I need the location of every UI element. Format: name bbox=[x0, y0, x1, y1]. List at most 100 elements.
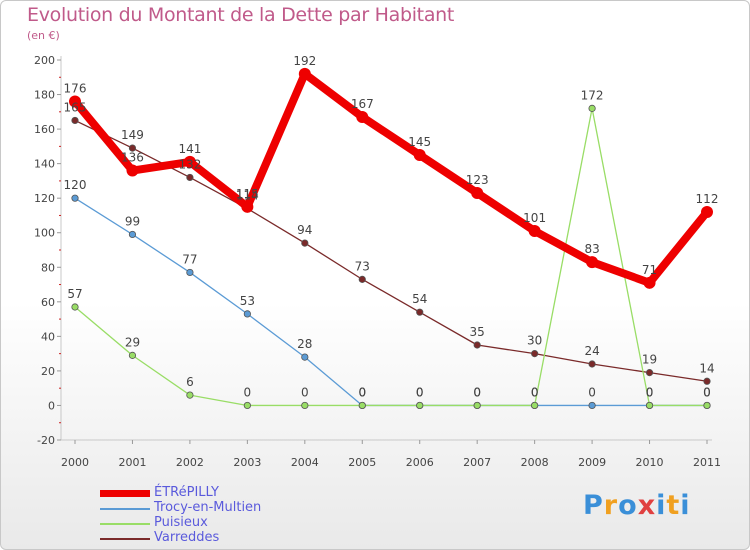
data-point bbox=[643, 276, 656, 289]
legend-item: Varreddes bbox=[100, 530, 360, 546]
data-label: 112 bbox=[696, 192, 719, 206]
logo-letter: o bbox=[618, 490, 638, 521]
unit-label: (en €) bbox=[27, 29, 60, 42]
data-point bbox=[301, 353, 309, 361]
y-tick-label: 20 bbox=[41, 365, 55, 378]
data-label: 114 bbox=[236, 189, 259, 203]
data-point bbox=[531, 350, 539, 358]
data-label: 0 bbox=[358, 385, 366, 399]
legend-swatch bbox=[100, 523, 150, 525]
data-label: 167 bbox=[351, 97, 374, 111]
y-tick-label: 160 bbox=[34, 123, 55, 136]
series-line-1 bbox=[74, 197, 708, 407]
x-tick-label: 2003 bbox=[233, 456, 261, 469]
legend-item: Puisieux bbox=[100, 515, 360, 531]
data-point bbox=[243, 401, 251, 410]
data-point bbox=[703, 401, 711, 410]
data-label: 132 bbox=[178, 157, 201, 171]
series-layer bbox=[69, 67, 713, 410]
data-point bbox=[586, 256, 599, 269]
data-label: 176 bbox=[64, 81, 87, 95]
data-point bbox=[186, 391, 194, 399]
legend-label: Varreddes bbox=[154, 530, 220, 545]
data-label: 30 bbox=[527, 334, 542, 348]
y-tick-label: 180 bbox=[34, 89, 55, 102]
data-label: 19 bbox=[642, 353, 657, 367]
legend-label: Trocy-en-Multien bbox=[154, 500, 262, 515]
x-tick-label: 2002 bbox=[176, 456, 204, 469]
data-label: 0 bbox=[244, 385, 252, 399]
y-tick-label: 100 bbox=[34, 227, 55, 240]
x-tick-label: 2010 bbox=[636, 456, 664, 469]
data-label: 145 bbox=[408, 135, 431, 149]
data-label: 53 bbox=[240, 294, 255, 308]
data-label: 0 bbox=[358, 385, 366, 399]
series-line-2 bbox=[74, 107, 708, 407]
data-label: 6 bbox=[186, 375, 194, 389]
data-point bbox=[128, 144, 137, 152]
logo-letter: r bbox=[603, 490, 619, 521]
data-label: 0 bbox=[416, 385, 424, 399]
x-tick-label: 2011 bbox=[693, 456, 721, 469]
x-tick-label: 2000 bbox=[61, 456, 89, 469]
data-point bbox=[528, 225, 541, 237]
data-label: 0 bbox=[646, 385, 654, 399]
x-tick-label: 2004 bbox=[291, 456, 319, 469]
data-point bbox=[358, 401, 366, 410]
data-label: 123 bbox=[466, 173, 489, 187]
data-label: 149 bbox=[121, 128, 144, 142]
chart-title: Evolution du Montant de la Dette par Hab… bbox=[27, 4, 455, 26]
data-point bbox=[243, 310, 251, 318]
logo-letter: t bbox=[666, 490, 681, 521]
data-label: 101 bbox=[523, 211, 546, 225]
proxiti-logo: Proxiti bbox=[583, 490, 691, 521]
logo-letter: P bbox=[583, 490, 604, 521]
legend-item: Trocy-en-Multien bbox=[100, 500, 360, 516]
data-label: 141 bbox=[178, 142, 201, 156]
logo-letter: i bbox=[680, 490, 691, 521]
data-label: 0 bbox=[646, 385, 654, 399]
data-point bbox=[703, 377, 711, 385]
data-point bbox=[71, 303, 79, 311]
data-label: 0 bbox=[531, 385, 539, 399]
series-line-3 bbox=[74, 119, 708, 382]
logo-letter: i bbox=[656, 490, 667, 521]
data-point bbox=[301, 401, 309, 410]
data-label: 0 bbox=[531, 385, 539, 399]
y-tick-label: 40 bbox=[41, 330, 55, 343]
data-point bbox=[588, 360, 596, 368]
data-labels-layer: 165 149 132 114 94 73 54 35 30 24 19 14 120 99 77 53 28 0… bbox=[64, 54, 719, 400]
y-tick-label: 120 bbox=[34, 192, 55, 205]
data-point bbox=[645, 401, 654, 410]
data-label: 35 bbox=[470, 325, 485, 339]
data-point bbox=[69, 95, 81, 108]
data-label: 0 bbox=[703, 385, 711, 399]
data-point bbox=[186, 268, 194, 277]
data-point bbox=[183, 155, 196, 168]
data-point bbox=[416, 308, 424, 316]
data-label: 14 bbox=[699, 361, 714, 375]
data-label: 24 bbox=[584, 344, 599, 358]
data-label: 165 bbox=[64, 100, 87, 114]
data-label: 172 bbox=[581, 88, 604, 102]
data-label: 29 bbox=[125, 335, 140, 349]
data-point bbox=[416, 401, 424, 410]
legend-item: ÉTRéPILLY bbox=[100, 485, 360, 501]
data-label: 73 bbox=[355, 259, 370, 273]
legend-swatch bbox=[100, 508, 150, 510]
legend-swatch bbox=[100, 538, 150, 540]
data-point bbox=[473, 341, 481, 349]
x-tick-label: 2007 bbox=[463, 456, 491, 469]
series-line-0 bbox=[71, 69, 711, 287]
y-tick-label: 80 bbox=[41, 261, 55, 274]
data-point bbox=[71, 116, 79, 125]
x-tick-label: 2005 bbox=[348, 456, 376, 469]
data-point bbox=[298, 67, 311, 80]
data-point bbox=[413, 149, 426, 161]
data-label: 136 bbox=[121, 151, 144, 165]
data-label: 83 bbox=[584, 242, 599, 256]
data-label: 0 bbox=[473, 385, 481, 399]
logo-letter: x bbox=[637, 490, 657, 521]
y-tick-label: -20 bbox=[37, 434, 55, 447]
